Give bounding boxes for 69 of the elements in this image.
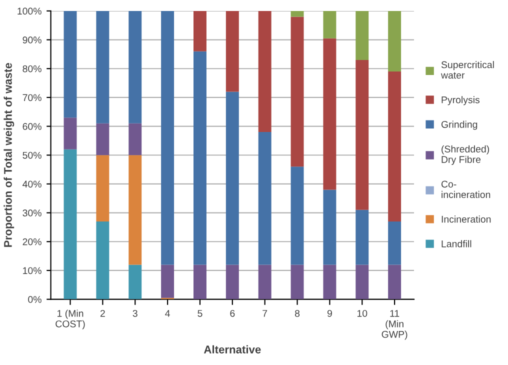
bar xyxy=(356,10,369,60)
bar xyxy=(323,10,336,38)
legend-label: Incineration xyxy=(442,216,491,223)
bar xyxy=(388,221,402,265)
bar xyxy=(161,264,174,298)
bar xyxy=(193,10,206,52)
bar xyxy=(356,210,369,265)
x-tick-label: 6 xyxy=(230,310,235,317)
bar xyxy=(290,264,304,300)
x-tick-label: 8 xyxy=(294,310,300,317)
bar xyxy=(226,92,239,265)
bar xyxy=(258,264,272,300)
bar xyxy=(64,149,77,300)
x-axis-title: Alternative xyxy=(204,345,261,354)
y-tick-label: 90% xyxy=(22,36,42,44)
y-tick-label: 80% xyxy=(22,65,42,72)
y-tick-label: 30% xyxy=(22,210,42,216)
bar xyxy=(258,10,272,132)
bar xyxy=(323,190,336,265)
legend-label: Pyrolysis xyxy=(442,96,480,106)
x-tick-label: 5 xyxy=(198,310,202,317)
y-tick-label: 0% xyxy=(28,296,42,303)
bar xyxy=(193,264,206,300)
bar xyxy=(323,38,336,190)
bar xyxy=(226,264,239,300)
y-tick-label: 70% xyxy=(22,94,42,102)
bar xyxy=(96,123,110,156)
y-axis-title: Proportion of Total weight of waste xyxy=(4,63,14,247)
x-tick-label: 2 xyxy=(100,310,105,317)
bar xyxy=(96,155,110,222)
bar xyxy=(193,51,206,265)
bar xyxy=(290,16,304,167)
legend-label: Co- incineration xyxy=(441,180,490,198)
x-tick-label: 4 xyxy=(165,310,170,317)
y-tick-label: 20% xyxy=(22,238,42,246)
x-tick-label: 3 xyxy=(132,310,138,317)
bar xyxy=(128,155,142,265)
bar xyxy=(388,10,402,72)
bar xyxy=(64,118,77,150)
bar xyxy=(356,60,369,210)
bar xyxy=(96,221,110,300)
x-tick-label: 11 (Min GWP) xyxy=(382,310,408,340)
legend-label: Supercritical water xyxy=(440,61,494,79)
x-tick-label: 7 xyxy=(262,310,268,317)
bar xyxy=(388,264,402,300)
y-tick-label: 40% xyxy=(22,180,42,188)
bar xyxy=(64,10,77,118)
legend-label: Landfill xyxy=(442,240,472,248)
y-tick-label: 60% xyxy=(22,123,42,130)
y-tick-label: 100% xyxy=(18,8,42,15)
bar xyxy=(290,166,304,265)
legend-label: Grinding xyxy=(441,120,478,130)
bar xyxy=(128,10,142,124)
bar xyxy=(161,10,174,265)
bar xyxy=(258,132,272,265)
x-tick-label: 10 xyxy=(357,310,368,317)
y-tick-label: 10% xyxy=(23,267,42,274)
x-tick-label: 1 (Min COST) xyxy=(56,310,85,330)
bar xyxy=(356,264,369,300)
bar xyxy=(128,264,142,300)
bar xyxy=(290,10,304,17)
legend-label: (Shredded) Dry Fibre xyxy=(442,145,490,165)
x-tick-label: 9 xyxy=(327,310,332,317)
bar xyxy=(388,72,402,222)
bar xyxy=(323,264,336,300)
bar xyxy=(226,10,239,92)
bar xyxy=(128,123,142,156)
bar xyxy=(96,10,110,124)
y-tick-label: 50% xyxy=(22,152,42,159)
